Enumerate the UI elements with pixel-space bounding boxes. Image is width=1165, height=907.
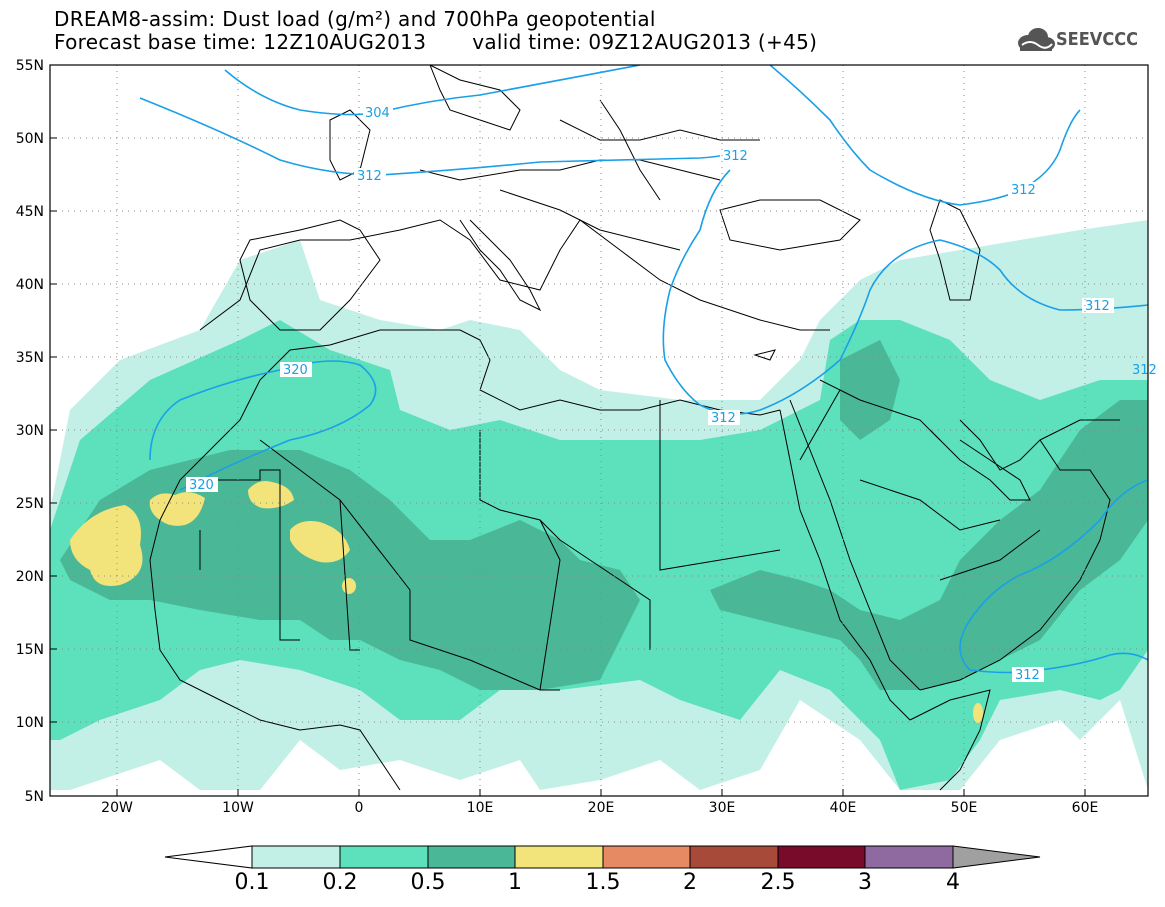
cyprus	[753, 349, 776, 361]
lat-label: 25N	[16, 496, 44, 512]
colorbar-swatch	[864, 845, 954, 869]
italy	[459, 219, 542, 312]
lon-axis: 20W 10W 0 10E 20E 30E 40E 50E 60E	[101, 789, 1098, 816]
forecast-base-time: Forecast base time: 12Z10AUG2013	[54, 30, 427, 54]
colorbar-label: 0.1	[234, 870, 270, 895]
horn-africa	[909, 689, 991, 791]
colorbar-swatch	[689, 845, 779, 869]
colorbar-swatch	[602, 845, 691, 869]
contour-label: 312	[1085, 299, 1110, 314]
valid-time: valid time: 09Z12AUG2013 (+45)	[472, 30, 818, 54]
contour-label: 312	[711, 411, 736, 426]
lat-axis: 55N 50N 45N 40N 35N 30N 25N 20N 15N 10N …	[16, 58, 57, 805]
lat-label: 40N	[16, 277, 44, 293]
lat-label: 20N	[16, 569, 44, 585]
contour-label: 312	[723, 149, 748, 164]
colorbar-label: 1.5	[585, 870, 621, 895]
colorbar-swatch	[251, 845, 341, 869]
contour-label: 312	[357, 169, 382, 184]
contour-312-north	[139, 97, 741, 176]
dust-level-1-a	[70, 505, 143, 586]
colorbar-label: 4	[946, 870, 960, 895]
lon-label: 10W	[222, 800, 254, 816]
scandinavia	[429, 65, 521, 131]
colorbar-swatch	[427, 845, 516, 869]
dust-level-1-d	[290, 521, 350, 563]
contour-320-north	[149, 360, 377, 491]
lon-label: 50E	[951, 800, 978, 816]
contour-312-south	[959, 479, 1148, 674]
lon-label: 10E	[467, 800, 494, 816]
colorbar-label: 3	[858, 870, 872, 895]
europe-coast	[199, 219, 830, 331]
colorbar-arrow-right	[952, 845, 1041, 869]
colorbar-label: 0.2	[322, 870, 358, 895]
contour-304	[224, 65, 641, 116]
contour-label: 320	[283, 363, 308, 378]
colorbar-swatch	[777, 845, 866, 869]
lon-label: 20W	[101, 800, 133, 816]
lat-label: 5N	[25, 789, 44, 805]
dust-level-0-5-east	[710, 400, 1148, 690]
contour-label: 320	[189, 478, 214, 493]
lon-label: 0	[355, 800, 364, 816]
west-africa-coast	[149, 559, 401, 791]
colorbar-label: 2	[683, 870, 697, 895]
map-subtitle: Forecast base time: 12Z10AUG2013 valid ti…	[54, 31, 817, 53]
dust-level-1-f	[973, 703, 983, 723]
lat-label: 10N	[16, 715, 44, 731]
borders-africa	[199, 400, 781, 691]
contour-312-east	[769, 65, 1081, 206]
dust-level-0-5-west	[60, 450, 640, 690]
colorbar-label: 1	[508, 870, 522, 895]
lat-label: 35N	[16, 350, 44, 366]
contour-label: 312	[1015, 668, 1040, 683]
colorbar-swatch	[339, 845, 429, 869]
lat-label: 50N	[16, 131, 44, 147]
red-sea-east	[789, 399, 921, 691]
contour-label: 312	[1011, 183, 1036, 198]
logo-text: SEEVCCC	[1056, 29, 1138, 50]
lon-label: 30E	[709, 800, 736, 816]
colorbar-arrow-left	[164, 845, 253, 869]
colorbar-label: 2.5	[760, 870, 796, 895]
contour-labels: 304 312 312 312 312 320 320 312 312 312	[186, 105, 1157, 683]
dust-level-1-c	[248, 481, 294, 509]
coastlines	[149, 65, 1120, 791]
geopotential-contours	[139, 65, 1148, 674]
borders-middle-east	[799, 379, 1120, 581]
lon-label: 60E	[1072, 800, 1099, 816]
dust-shading	[50, 220, 1148, 790]
red-sea-west	[779, 409, 911, 721]
colorbar-swatch	[514, 845, 604, 869]
contour-label: 304	[365, 106, 390, 121]
iberia	[239, 219, 381, 331]
dust-level-0-5-middle	[840, 340, 900, 440]
cloud-logo-icon	[1018, 28, 1055, 51]
dust-level-1-b	[149, 492, 205, 526]
contour-312-loop	[662, 169, 1148, 415]
lon-label: 40E	[830, 800, 857, 816]
black-sea	[719, 199, 861, 251]
lat-label: 30N	[16, 423, 44, 439]
map-title: DREAM8-assim: Dust load (g/m²) and 700hP…	[54, 7, 656, 31]
caspian	[929, 199, 981, 301]
lat-label: 55N	[16, 58, 44, 74]
borders-europe	[419, 99, 760, 251]
lat-label: 15N	[16, 642, 44, 658]
contour-label: 312	[1132, 363, 1157, 378]
lat-label: 45N	[16, 204, 44, 220]
lon-label: 20E	[588, 800, 615, 816]
colorbar	[164, 845, 1041, 869]
colorbar-label: 0.5	[410, 870, 446, 895]
dust-level-1-e	[342, 578, 356, 594]
persian-gulf	[929, 429, 1031, 501]
